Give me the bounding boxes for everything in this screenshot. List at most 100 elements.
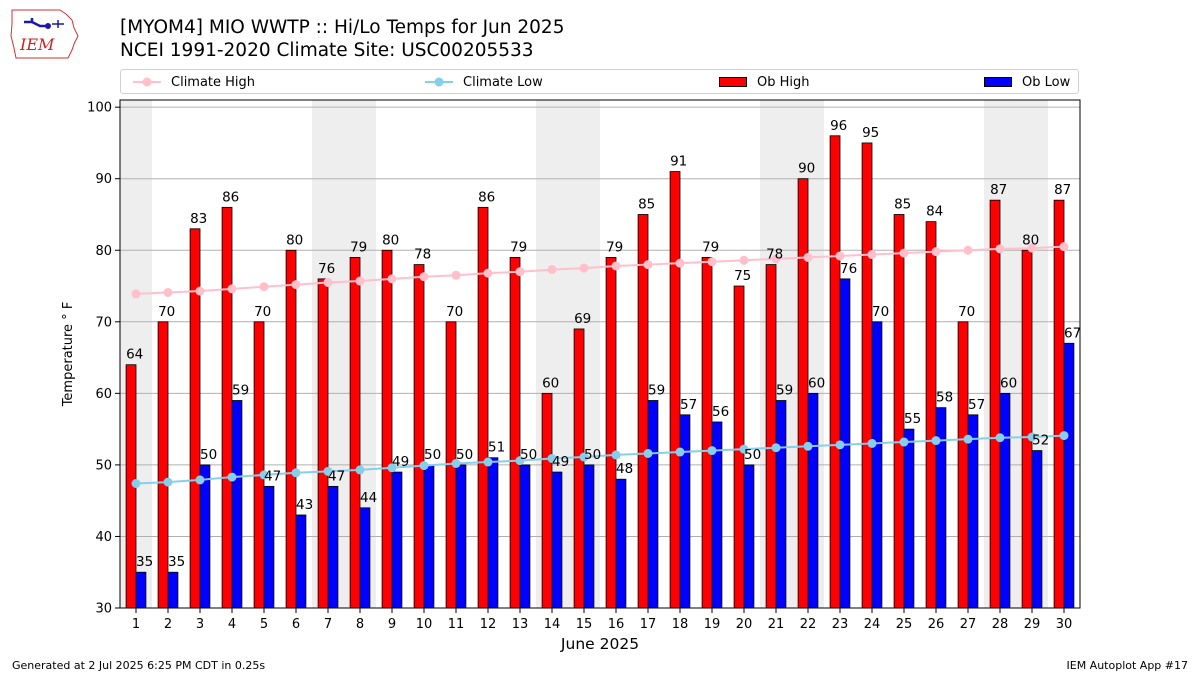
- climate-low-point: [899, 437, 909, 447]
- iowa-outline-icon: [10, 9, 79, 59]
- climate-low-point: [963, 434, 973, 444]
- bar-ob-high: [573, 328, 585, 609]
- x-tick-label: 30: [1056, 617, 1073, 632]
- climate-high-point: [643, 260, 653, 270]
- bar-ob-high: [157, 321, 169, 609]
- data-label-ob-low: 58: [936, 390, 953, 406]
- data-label-ob-high: 76: [318, 261, 335, 277]
- data-label-ob-low: 50: [424, 447, 441, 463]
- data-label-ob-low: 59: [776, 383, 793, 399]
- x-tick-label: 10: [416, 617, 433, 632]
- data-label-ob-low: 55: [904, 411, 921, 427]
- climate-low-point: [387, 463, 397, 473]
- y-tick-label: 90: [95, 172, 112, 187]
- legend: Climate High Climate Low Ob High Ob Low: [120, 69, 1079, 94]
- legend-climate-low: Climate Low: [425, 74, 543, 90]
- bar-ob-high: [477, 206, 489, 609]
- y-tick-label: 70: [95, 315, 112, 330]
- data-label-ob-high: 70: [254, 304, 271, 320]
- data-label-ob-low: 76: [840, 261, 857, 277]
- y-tick-label: 40: [95, 530, 112, 545]
- x-tick-label: 3: [196, 617, 204, 632]
- x-tick-label: 11: [448, 617, 465, 632]
- data-label-ob-high: 86: [478, 189, 495, 205]
- climate-low-point: [675, 447, 685, 457]
- x-tick-label: 4: [228, 617, 236, 632]
- bar-ob-low: [775, 400, 787, 609]
- bar-ob-low: [871, 321, 883, 609]
- chart-subtitle: NCEI 1991-2020 Climate Site: USC00205533: [120, 40, 534, 61]
- climate-low-point: [579, 452, 589, 462]
- temperature-chart: 6435703583508659704780437647794480497850…: [61, 99, 1081, 653]
- bar-ob-low: [615, 478, 627, 609]
- data-label-ob-low: 56: [712, 404, 729, 420]
- x-tick-label: 25: [896, 617, 913, 632]
- climate-high-point: [547, 265, 557, 275]
- x-tick-label: 26: [928, 617, 945, 632]
- x-tick-label: 27: [960, 617, 977, 632]
- bar-ob-low: [487, 457, 499, 609]
- climate-low-point: [803, 441, 813, 451]
- bar-ob-low: [967, 414, 979, 609]
- climate-low-point: [227, 472, 237, 482]
- x-axis-label: June 2025: [560, 635, 639, 653]
- y-tick-label: 80: [95, 244, 112, 259]
- climate-low-point: [931, 436, 941, 446]
- climate-high-point: [995, 244, 1005, 254]
- bar-ob-high: [957, 321, 969, 609]
- data-label-ob-low: 48: [616, 461, 633, 477]
- bar-ob-high: [989, 199, 1001, 609]
- data-label-ob-high: 96: [830, 118, 847, 134]
- climate-high-point: [675, 258, 685, 268]
- climate-low-point: [419, 461, 429, 471]
- climate-high-point: [739, 255, 749, 265]
- x-tick-label: 6: [292, 617, 300, 632]
- bar-ob-high: [669, 171, 681, 609]
- data-label-ob-high: 70: [958, 304, 975, 320]
- data-label-ob-high: 79: [606, 239, 623, 255]
- bar-ob-low: [199, 464, 211, 609]
- climate-high-point: [227, 284, 237, 294]
- climate-high-point: [963, 245, 973, 255]
- generated-footer: Generated at 2 Jul 2025 6:25 PM CDT in 0…: [12, 659, 266, 672]
- data-label-ob-low: 59: [232, 383, 249, 399]
- data-label-ob-high: 75: [734, 268, 751, 284]
- climate-high-point: [611, 261, 621, 271]
- climate-low-point: [131, 479, 141, 489]
- climate-high-point: [195, 286, 205, 296]
- x-tick-label: 1: [132, 617, 140, 632]
- y-tick-label: 60: [95, 387, 112, 402]
- climate-low-point: [355, 465, 365, 475]
- data-label-ob-low: 70: [872, 304, 889, 320]
- x-tick-label: 7: [324, 617, 332, 632]
- data-label-ob-low: 47: [328, 468, 345, 484]
- bar-ob-high: [765, 264, 777, 609]
- climate-high-point: [483, 268, 493, 278]
- data-label-ob-low: 51: [488, 440, 505, 456]
- bar-ob-low: [1063, 342, 1075, 609]
- app-footer: IEM Autoplot App #17: [1066, 659, 1189, 672]
- data-label-ob-low: 49: [392, 454, 409, 470]
- data-label-ob-high: 80: [1022, 232, 1039, 248]
- climate-high-point: [1059, 242, 1069, 252]
- bar-ob-high: [221, 206, 233, 609]
- data-label-ob-low: 47: [264, 468, 281, 484]
- x-tick-label: 9: [388, 617, 396, 632]
- bar-ob-low: [135, 571, 147, 609]
- iem-logo: IEM: [10, 9, 79, 59]
- climate-low-point: [867, 438, 877, 448]
- bar-ob-low: [423, 464, 435, 609]
- x-tick-label: 14: [544, 617, 561, 632]
- y-tick-label: 50: [95, 458, 112, 473]
- bar-ob-high: [605, 257, 617, 609]
- bar-ob-low: [327, 485, 339, 609]
- plot-frame: [119, 99, 1081, 609]
- bar-ob-high: [1053, 199, 1065, 609]
- data-label-ob-high: 79: [510, 239, 527, 255]
- bar-ob-low: [647, 400, 659, 609]
- bar-ob-high: [893, 214, 905, 609]
- data-label-ob-high: 70: [158, 304, 175, 320]
- bar-ob-low: [359, 507, 371, 609]
- climate-low-point: [163, 477, 173, 487]
- bar-ob-low: [1031, 450, 1043, 609]
